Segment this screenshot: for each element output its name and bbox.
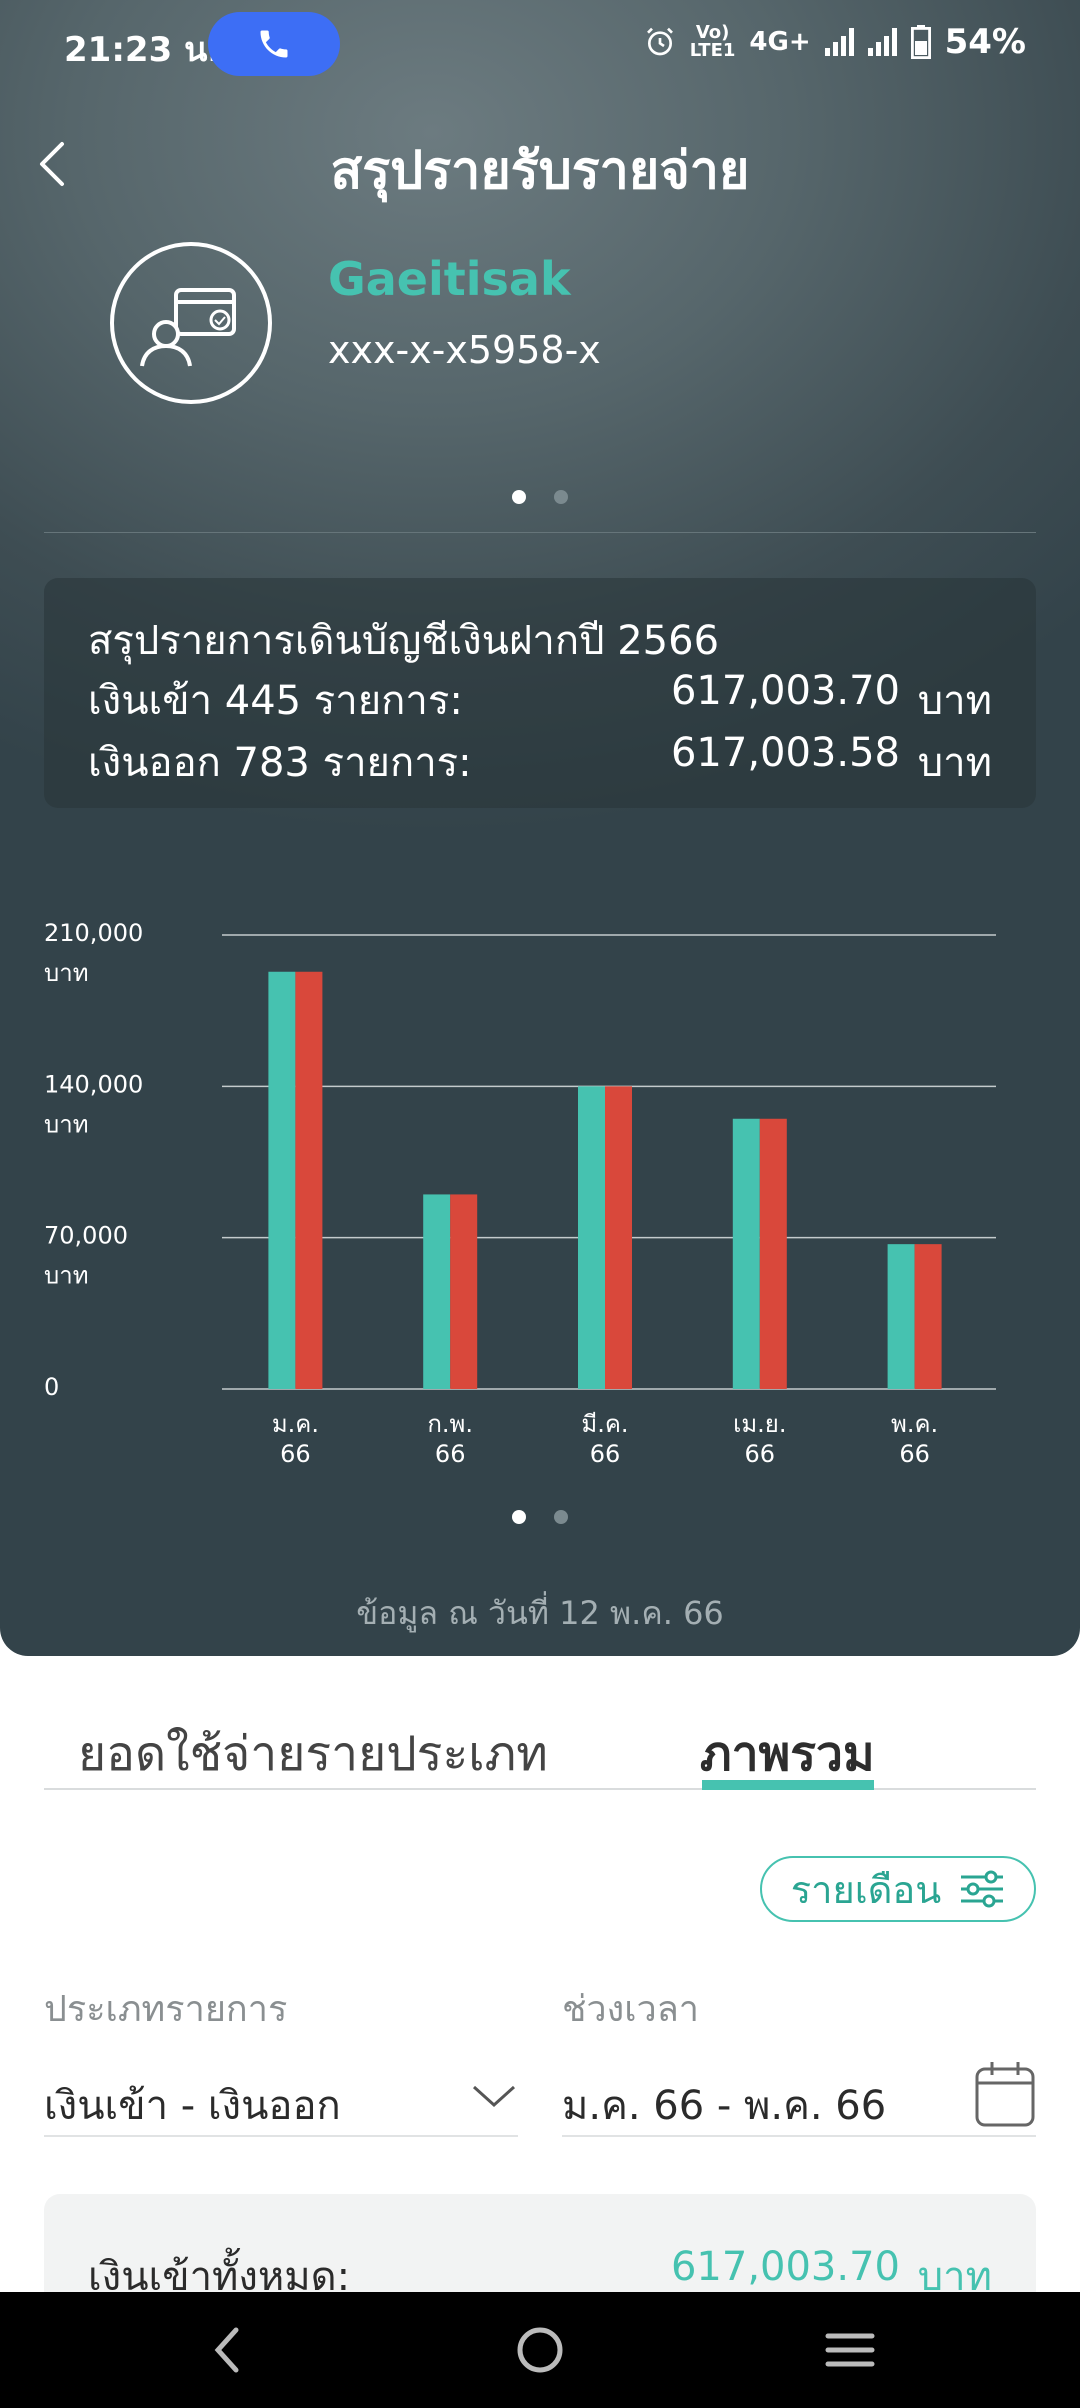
monthly-filter-button[interactable]: รายเดือน [760,1856,1036,1922]
tab-by-category[interactable]: ยอดใช้จ่ายรายประเภท [78,1726,548,1782]
x-tick-label: 66 [280,1440,311,1468]
income-bar [268,971,296,1389]
income-bar [732,1118,760,1389]
page-title: สรุปรายรับรายจ่าย [330,141,750,201]
chevron-down-icon [472,2085,516,2108]
expense-bar [295,971,323,1389]
expense-row: เงินออก 783 รายการ: 617,003.58 บาท [88,730,992,786]
chevron-left-icon [40,142,64,186]
x-tick-label: เม.ย. [733,1410,786,1438]
transaction-type-value: เงินเข้า - เงินออก [44,2083,341,2129]
volte-indicator: Vo) LTE1 [690,24,736,60]
pager-dot[interactable] [512,490,526,504]
status-bar: 21:23 น. Vo) LTE1 4G+ 54 [0,0,1080,90]
x-tick-label: มี.ค. [581,1410,628,1438]
pager-dot[interactable] [512,1510,526,1524]
total-income-value: 617,003.70 [670,2244,900,2290]
income-unit: บาท [917,678,992,724]
y-tick-unit: บาท [44,1262,89,1290]
ongoing-call-indicator[interactable] [208,12,340,76]
network-type: 4G+ [749,27,811,57]
nav-home-icon [517,2327,563,2373]
chart-pager[interactable] [512,1510,568,1524]
battery-percent: 54% [944,22,1026,62]
x-tick-label: ม.ค. [272,1410,319,1438]
system-nav-bar [0,2292,1080,2408]
bar-chart: 070,000บาท140,000บาท210,000บาทม.ค.66ก.พ.… [44,919,996,1468]
nav-menu-icon [825,2333,875,2367]
transaction-type-select[interactable]: เงินเข้า - เงินออก [44,2067,518,2137]
income-bar [578,1086,605,1389]
expense-bar [450,1194,478,1389]
y-tick-unit: บาท [44,959,89,987]
alarm-icon [646,27,673,56]
x-tick-label: 66 [899,1440,930,1468]
status-icons: Vo) LTE1 4G+ 54% [644,22,1026,62]
period-select[interactable]: ม.ค. 66 - พ.ค. 66 [562,2062,1036,2137]
expense-value: 617,003.58 [670,730,900,776]
x-tick-label: ก.พ. [427,1410,473,1438]
account-card-icon [140,288,236,367]
view-tabs: ยอดใช้จ่ายรายประเภท ภาพรวม [44,1706,1036,1790]
period-label: ช่วงเวลา [562,1989,700,2030]
divider [44,532,1036,533]
expense-bar [605,1086,632,1389]
tab-overview[interactable]: ภาพรวม [700,1726,875,1782]
calendar-icon [975,2062,1035,2127]
expense-label: เงินออก 783 รายการ: [88,740,472,786]
income-label: เงินเข้า 445 รายการ: [88,678,463,724]
back-button[interactable] [22,134,82,194]
y-tick-label: 0 [44,1373,59,1401]
y-tick-label: 70,000 [44,1222,128,1250]
battery-icon [910,25,931,59]
active-tab-indicator [702,1780,874,1790]
expense-bar [914,1244,942,1389]
account-number: xxx-x-x5958-x [328,328,601,372]
nav-home-button[interactable] [510,2320,570,2380]
lte-text: LTE1 [689,40,736,61]
account-avatar [110,242,272,404]
phone-icon [260,30,288,58]
y-tick-unit: บาท [44,1110,89,1138]
income-bar [887,1244,915,1389]
account-pager[interactable] [512,490,568,504]
income-bar [423,1194,451,1389]
y-tick-label: 210,000 [44,919,143,947]
expense-unit: บาท [917,740,992,786]
account-name: Gaeitisak [328,252,571,306]
x-tick-label: พ.ค. [891,1410,938,1438]
income-value: 617,003.70 [670,668,900,714]
status-time: 21:23 น. [64,30,221,70]
summary-hero: 21:23 น. Vo) LTE1 4G+ 54 [0,0,1080,1656]
sliders-icon [961,1870,1004,1908]
nav-recents-button[interactable] [820,2320,880,2380]
x-tick-label: 66 [745,1440,776,1468]
pager-dot[interactable] [554,1510,568,1524]
year-summary-card: สรุปรายการเดินบัญชีเงินฝากปี 2566 เงินเข… [44,578,1036,808]
volte-text: Vo) [695,22,730,43]
nav-back-button[interactable] [198,2320,258,2380]
x-tick-label: 66 [435,1440,466,1468]
transaction-type-field[interactable]: ประเภทรายการ เงินเข้า - เงินออก [44,1980,518,2137]
period-value: ม.ค. 66 - พ.ค. 66 [562,2083,887,2129]
expense-bar [759,1118,787,1389]
income-row: เงินเข้า 445 รายการ: 617,003.70 บาท [88,668,992,724]
y-tick-label: 140,000 [44,1070,143,1098]
x-tick-label: 66 [590,1440,621,1468]
transaction-type-label: ประเภทรายการ [44,1989,288,2030]
data-as-of: ข้อมูล ณ วันที่ 12 พ.ค. 66 [356,1594,724,1632]
monthly-chart: 0 70,000 บาท 140,000 บาท 210,000 บาท ม.ค. 66 ก.พ.… [0,900,1080,1480]
signal-icon [824,28,854,56]
signal-icon-2 [867,28,897,56]
monthly-filter-label: รายเดือน [790,1867,942,1912]
summary-title: สรุปรายการเดินบัญชีเงินฝากปี 2566 [88,618,720,664]
nav-back-icon [214,2327,239,2373]
period-field[interactable]: ช่วงเวลา ม.ค. 66 - พ.ค. 66 [562,1980,1036,2137]
pager-dot[interactable] [554,490,568,504]
